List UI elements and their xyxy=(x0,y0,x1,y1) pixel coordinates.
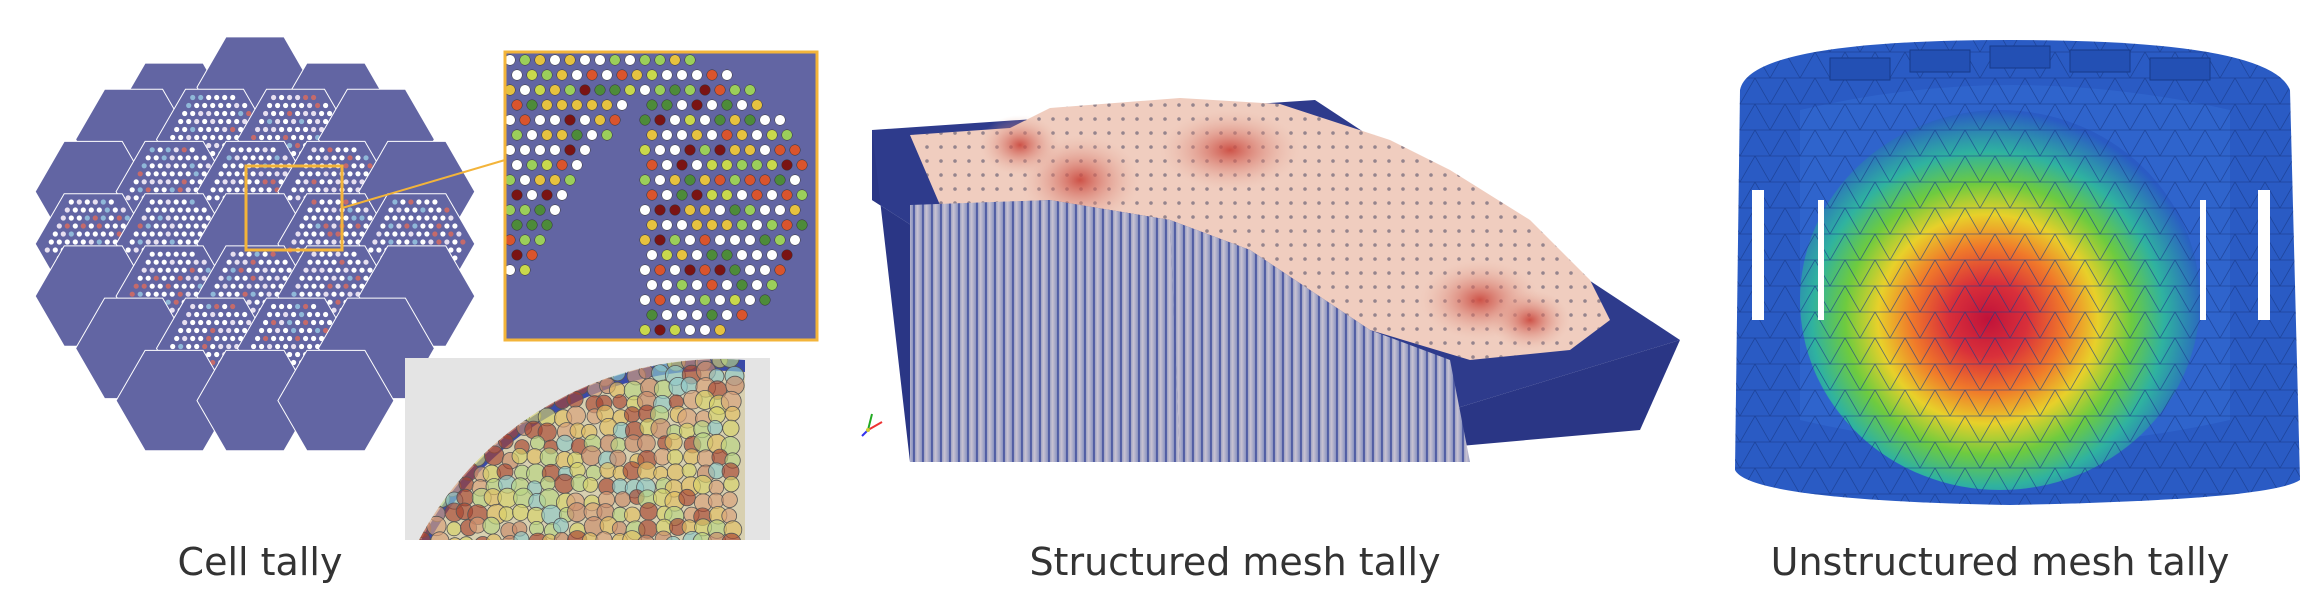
cell-tally-figure xyxy=(0,0,830,540)
pebble-quarter-view xyxy=(398,349,770,540)
unstructured-mesh-figure xyxy=(1710,0,2316,540)
cell-tally-caption: Cell tally xyxy=(110,540,410,584)
side-slot-left xyxy=(1752,190,1764,320)
structured-mesh-figure xyxy=(850,0,1700,540)
structured-mesh-caption: Structured mesh tally xyxy=(850,540,1620,584)
axes-triad-icon xyxy=(862,414,882,436)
cutaway-side-wall-left xyxy=(910,200,1180,462)
side-slot-right xyxy=(2258,190,2270,320)
structured-mesh-panel: Structured mesh tally xyxy=(850,0,1700,606)
zoom-inset xyxy=(505,52,817,340)
cell-tally-panel: Cell tally xyxy=(0,0,830,606)
unstructured-mesh-caption: Unstructured mesh tally xyxy=(1710,540,2290,584)
unstructured-mesh-panel: Unstructured mesh tally xyxy=(1710,0,2316,606)
